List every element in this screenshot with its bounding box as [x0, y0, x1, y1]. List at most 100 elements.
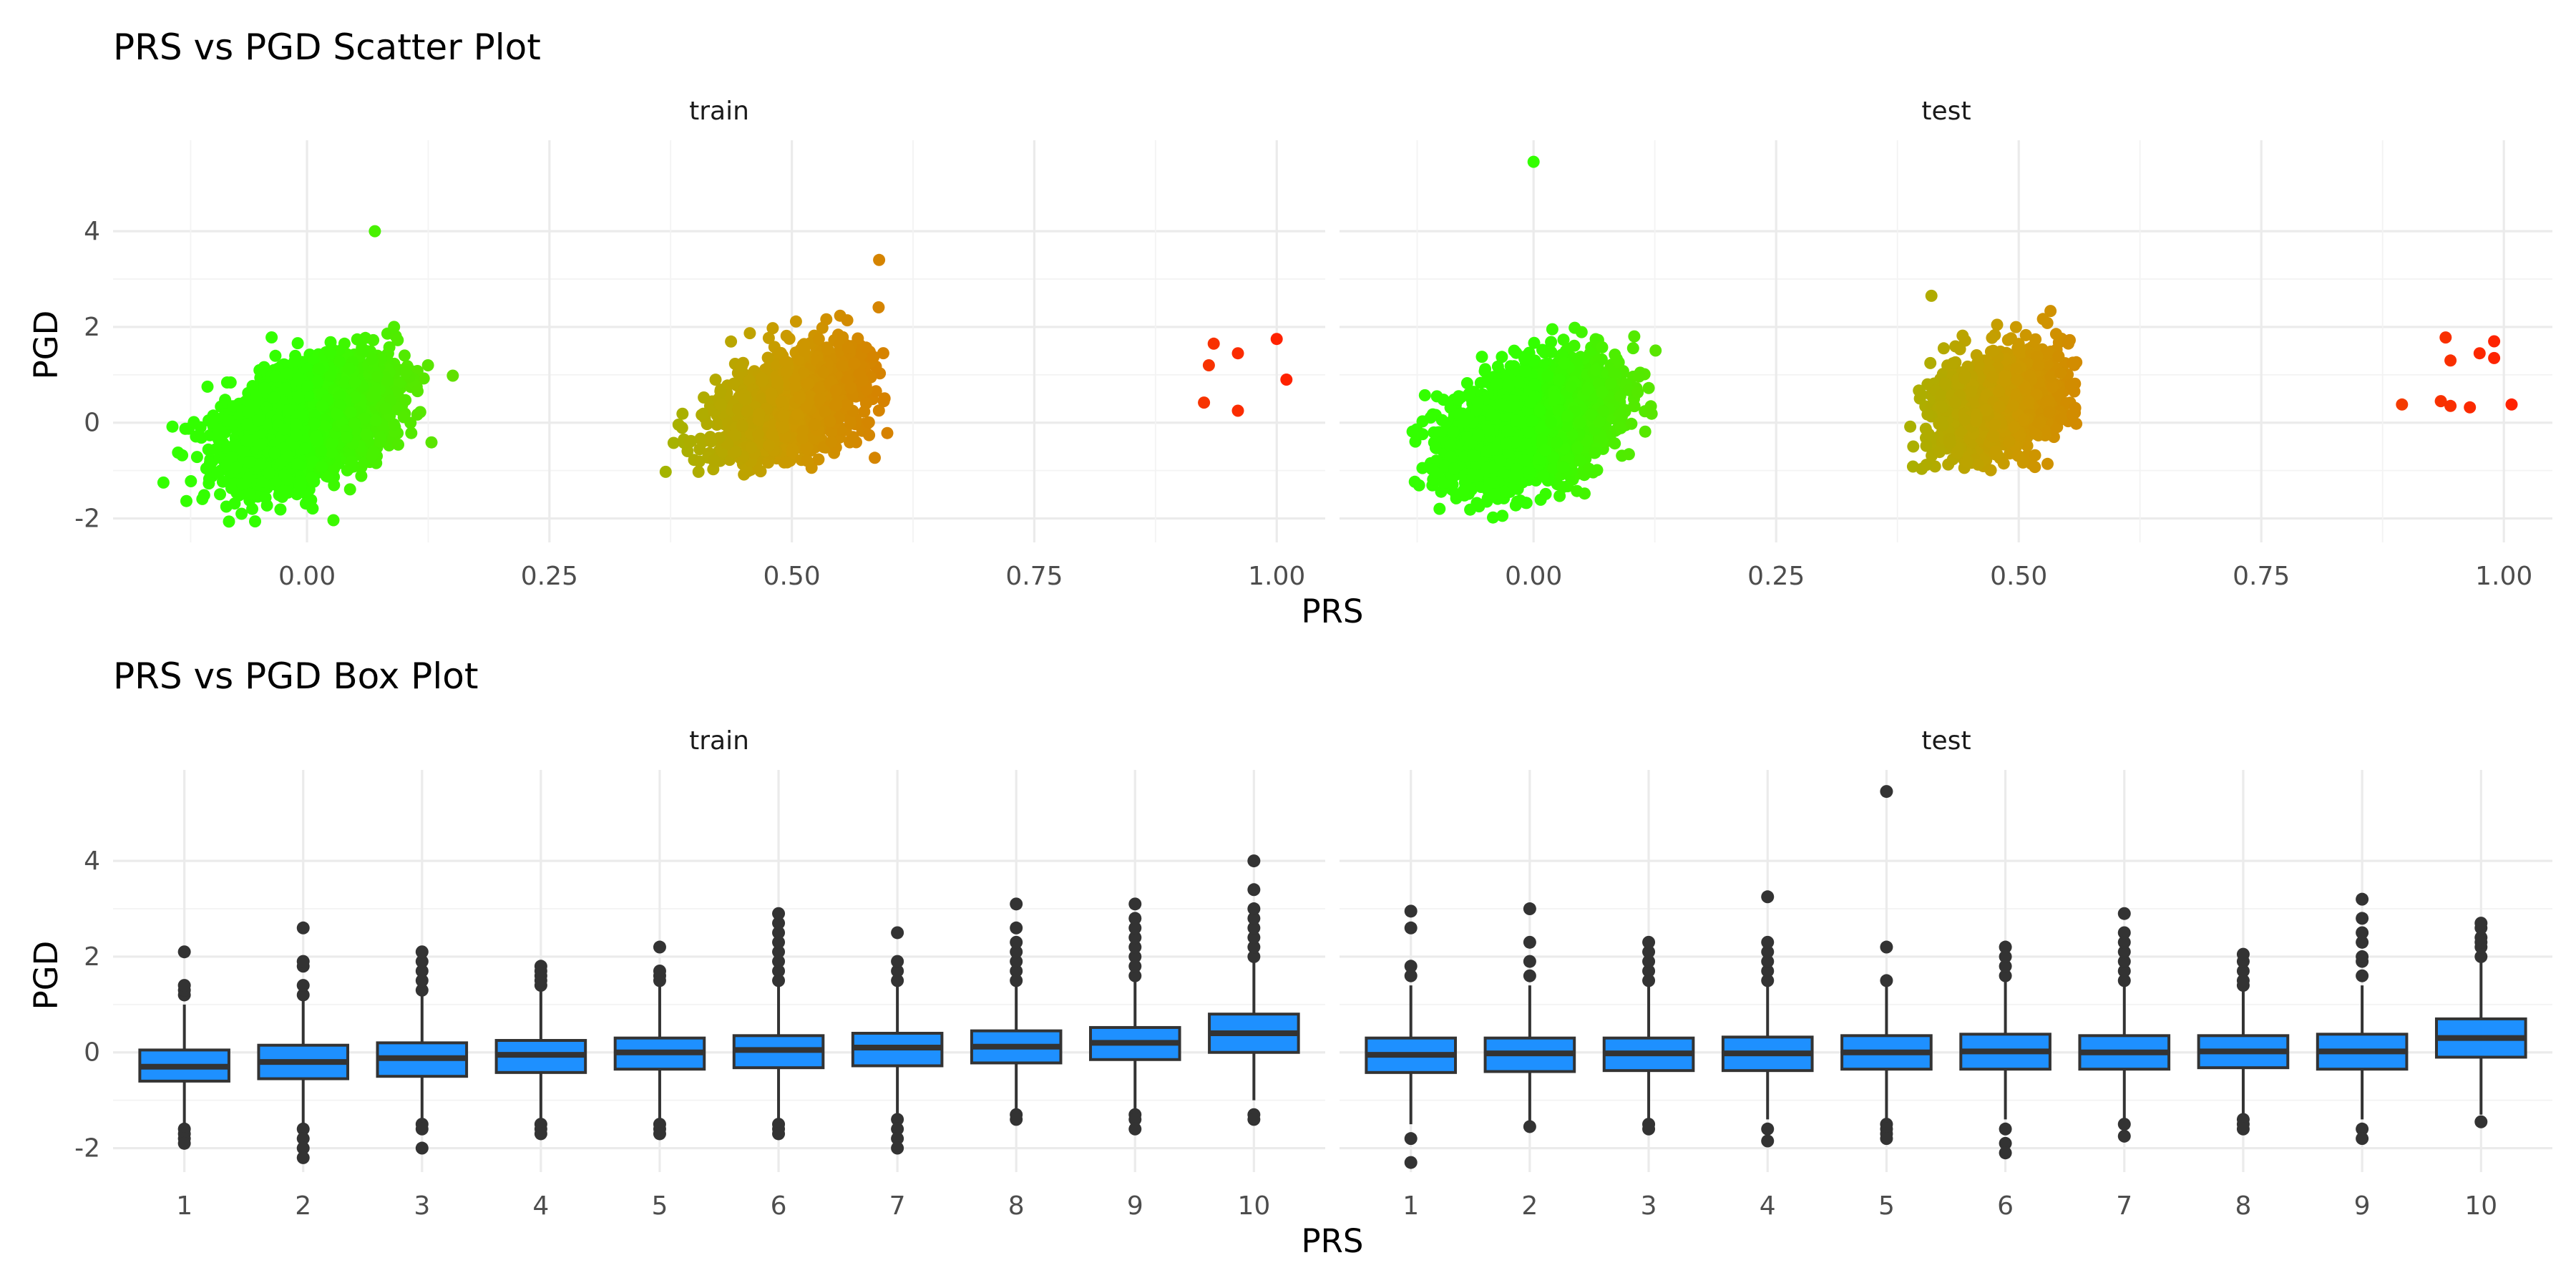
scatter-point — [708, 454, 721, 467]
scatter-point — [230, 462, 243, 474]
scatter-point — [738, 393, 751, 406]
scatter-point — [766, 322, 779, 335]
scatter-point — [765, 387, 778, 399]
scatter-point — [351, 333, 364, 346]
scatter-point — [397, 411, 410, 424]
scatter-point — [345, 455, 358, 468]
scatter-point — [812, 333, 825, 346]
scatter-point — [316, 399, 328, 412]
scatter-point — [291, 337, 304, 350]
scatter-point — [269, 349, 282, 362]
scatter-point — [841, 314, 854, 327]
scatter-point — [348, 376, 361, 389]
scatter-point — [157, 476, 170, 489]
scatter-point — [206, 414, 219, 426]
scatter-point — [1202, 359, 1215, 371]
scatter-point — [185, 475, 197, 487]
scatter-point — [714, 399, 727, 411]
scatter-point — [290, 418, 303, 431]
scatter-point — [280, 473, 293, 486]
scatter-point — [301, 380, 314, 392]
scatter-point — [809, 418, 821, 431]
scatter-point — [821, 343, 834, 356]
scatter-point — [780, 329, 793, 342]
scatter-point — [705, 435, 718, 448]
scatter-point — [355, 469, 368, 482]
scatter-point — [255, 438, 268, 451]
scatter-point — [280, 367, 293, 380]
scatter-point — [763, 439, 776, 452]
scatter-point — [830, 399, 843, 411]
scatter-point — [369, 390, 381, 403]
scatter-point — [222, 414, 235, 427]
scatter-point — [753, 407, 766, 420]
scatter-point — [878, 392, 891, 405]
scatter-point — [869, 452, 881, 464]
scatter-point — [194, 421, 207, 434]
scatter-point — [263, 467, 275, 479]
scatter-point — [1231, 404, 1244, 417]
scatter-point — [288, 355, 301, 368]
scatter-point — [1270, 333, 1283, 346]
scatter-point — [281, 486, 294, 499]
scatter-point — [369, 225, 381, 238]
scatter-point — [344, 406, 357, 419]
scatter-point — [236, 478, 248, 491]
scatter-point — [693, 455, 706, 468]
scatter-point — [743, 327, 756, 340]
scatter-point — [316, 460, 328, 473]
scatter-point — [379, 402, 392, 415]
scatter-point — [829, 384, 842, 397]
scatter-point — [268, 447, 281, 459]
scatter-point — [779, 456, 792, 469]
scatter-point — [388, 321, 401, 333]
scatter-point — [425, 436, 438, 449]
scatter-point — [398, 349, 411, 362]
scatter-point — [392, 438, 404, 451]
scatter-point — [447, 369, 459, 382]
scatter-point — [242, 406, 255, 419]
x-axis-label: PRS — [1302, 1222, 1364, 1260]
scatter-point — [260, 499, 273, 512]
scatter-point — [862, 416, 875, 429]
scatter-point — [243, 487, 256, 500]
facet-strip-test: test — [1921, 97, 1971, 126]
scatter-point — [844, 381, 857, 394]
scatter-point — [195, 431, 208, 444]
scatter-point — [872, 404, 885, 417]
scatter-point — [766, 428, 779, 441]
scatter-point — [240, 434, 253, 447]
scatter-point — [1639, 425, 1652, 438]
scatter-point — [308, 417, 321, 429]
scatter-point — [777, 409, 790, 422]
y-axis-label: PGD — [27, 311, 65, 380]
scatter-point — [736, 360, 748, 372]
scatter-point — [771, 376, 784, 389]
scatter-point — [172, 447, 185, 459]
scatter-point — [741, 405, 753, 418]
scatter-point — [313, 362, 326, 375]
scatter-point — [817, 366, 830, 379]
scatter-point — [819, 405, 831, 418]
marks-layer — [138, 155, 2527, 1169]
scatter-point — [701, 418, 713, 431]
scatter-point — [290, 429, 303, 441]
scatter-point — [761, 351, 774, 364]
scatter-point — [360, 428, 373, 441]
scatter-point — [367, 333, 380, 346]
scatter-point — [369, 414, 382, 427]
scatter-point — [683, 436, 696, 449]
scatter-point — [872, 301, 885, 313]
scatter-point — [343, 483, 356, 496]
scatter-point — [1231, 347, 1244, 360]
scatter-point — [745, 441, 758, 454]
scatter-point — [836, 359, 849, 372]
scatter-point — [400, 366, 413, 379]
scatter-point — [714, 385, 727, 398]
scatter-point — [841, 341, 854, 354]
scatter-point — [235, 507, 248, 520]
scatter-point — [709, 374, 722, 386]
scatter-point — [692, 465, 705, 478]
scatter-point — [340, 431, 353, 444]
